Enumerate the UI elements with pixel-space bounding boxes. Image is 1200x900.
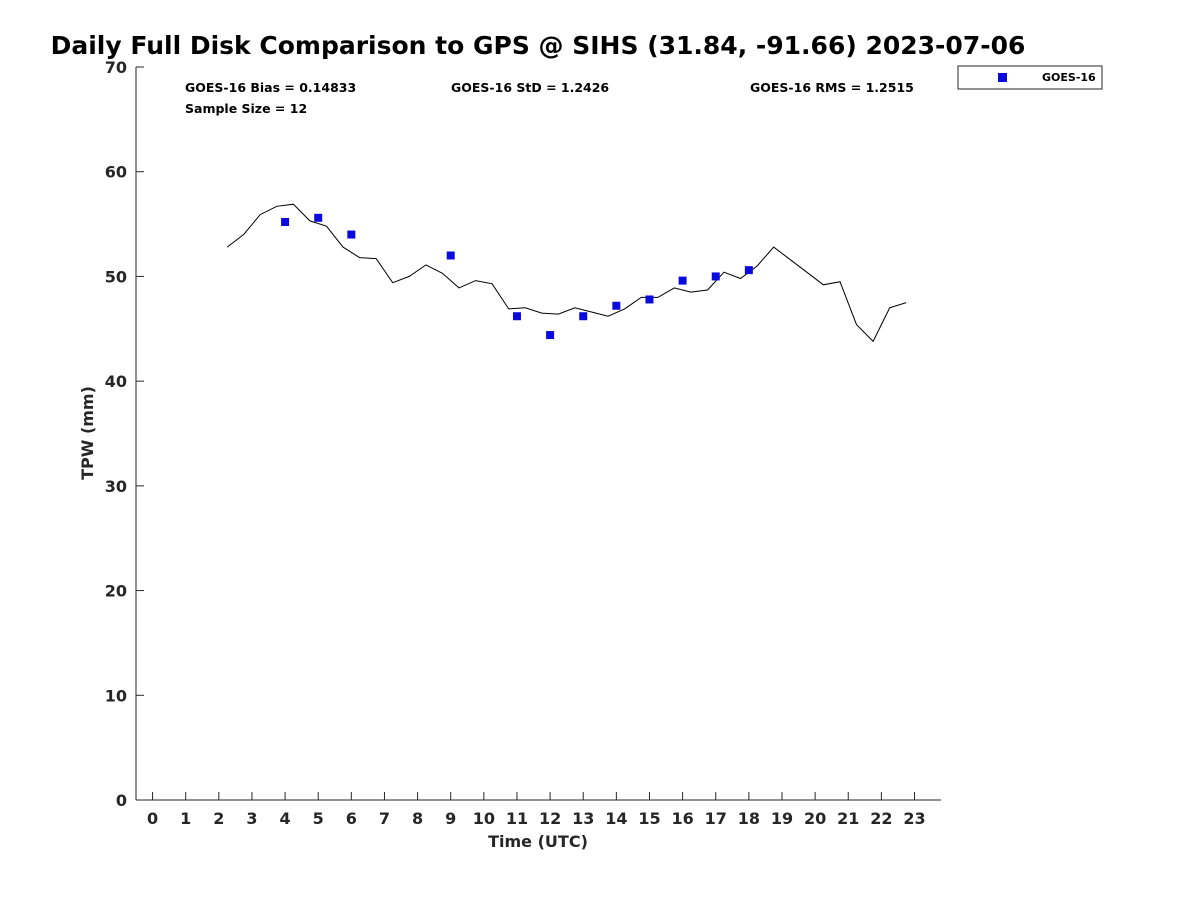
- x-tick-label: 7: [379, 809, 390, 828]
- x-tick-label: 2: [213, 809, 224, 828]
- chart-title: Daily Full Disk Comparison to GPS @ SIHS…: [51, 31, 1026, 60]
- y-tick-label: 20: [105, 582, 127, 601]
- goes16-point: [612, 301, 621, 310]
- goes16-point: [314, 213, 323, 222]
- y-ticks: 0 10 20 30 40 50 60 70: [105, 58, 144, 810]
- x-tick-label: 8: [412, 809, 423, 828]
- rms-stat: GOES-16 RMS = 1.2515: [750, 80, 914, 95]
- y-tick-label: 10: [105, 686, 127, 705]
- x-tick-label: 22: [870, 809, 892, 828]
- x-tick-label: 0: [147, 809, 158, 828]
- x-tick-label: 19: [771, 809, 793, 828]
- x-tick-label: 14: [605, 809, 627, 828]
- y-tick-label: 0: [116, 791, 127, 810]
- y-tick-label: 40: [105, 372, 127, 391]
- goes16-point: [546, 331, 555, 340]
- legend-label-goes16: GOES-16: [1042, 71, 1096, 84]
- x-tick-label: 10: [473, 809, 495, 828]
- x-axis-label: Time (UTC): [488, 832, 588, 851]
- legend-box: [957, 65, 1103, 90]
- x-tick-label: 6: [346, 809, 357, 828]
- x-tick-label: 23: [903, 809, 925, 828]
- x-tick-label: 17: [705, 809, 727, 828]
- plot-area: 0 1 2 3 4 5 6 7 8 9 10 11 12 13 14 15 16 17 18 19 20 21 22 23 0…: [105, 58, 941, 828]
- x-tick-label: 9: [445, 809, 456, 828]
- std-stat: GOES-16 StD = 1.2426: [451, 80, 609, 95]
- legend-marker-goes16: [998, 73, 1007, 82]
- y-axis-label: TPW (mm): [78, 386, 97, 480]
- x-ticks: 0 1 2 3 4 5 6 7 8 9 10 11 12 13 14 15 16 17 18 19 20 21 22 23: [147, 792, 926, 828]
- y-tick-label: 70: [105, 58, 127, 77]
- goes16-point: [579, 312, 588, 321]
- goes16-point: [711, 272, 720, 281]
- x-tick-label: 13: [572, 809, 594, 828]
- bias-stat: GOES-16 Bias = 0.14833: [185, 80, 356, 95]
- sample-size-stat: Sample Size = 12: [185, 101, 307, 116]
- goes16-point: [347, 230, 356, 239]
- x-tick-label: 5: [313, 809, 324, 828]
- x-tick-label: 20: [804, 809, 826, 828]
- goes16-point: [744, 266, 753, 275]
- x-tick-label: 12: [539, 809, 561, 828]
- x-tick-label: 3: [246, 809, 257, 828]
- goes16-point: [446, 251, 455, 260]
- x-tick-label: 1: [180, 809, 191, 828]
- x-tick-label: 15: [638, 809, 660, 828]
- x-tick-label: 18: [738, 809, 760, 828]
- goes16-point: [678, 276, 687, 285]
- y-tick-label: 60: [105, 163, 127, 182]
- legend: GOES-16: [957, 65, 1103, 90]
- goes16-point: [281, 217, 290, 226]
- x-tick-label: 21: [837, 809, 859, 828]
- y-tick-label: 50: [105, 267, 127, 286]
- goes16-point: [512, 312, 521, 321]
- y-tick-label: 30: [105, 477, 127, 496]
- x-tick-label: 16: [671, 809, 693, 828]
- goes16-points: [281, 213, 753, 340]
- gps-tpw-line: [226, 203, 907, 343]
- goes16-point: [645, 295, 654, 304]
- x-tick-label: 11: [506, 809, 528, 828]
- x-tick-label: 4: [280, 809, 291, 828]
